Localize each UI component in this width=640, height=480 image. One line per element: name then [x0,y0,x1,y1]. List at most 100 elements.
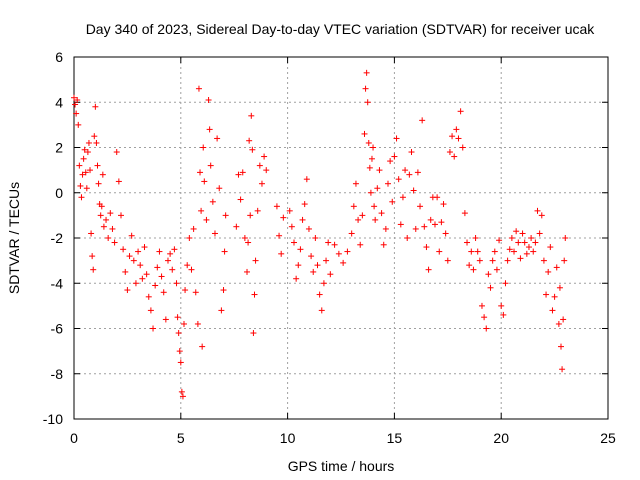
data-point-marker [466,262,473,269]
data-point-marker [491,248,498,255]
data-point-marker [167,250,174,257]
data-point-marker [199,343,206,350]
data-point-marker [72,101,79,108]
y-tick-label: 2 [55,140,63,156]
data-point-marker [207,162,214,169]
data-point-marker [361,130,368,137]
data-point-marker [335,250,342,257]
data-point-marker [442,230,449,237]
data-point-marker [156,248,163,255]
data-point-marker [206,126,213,133]
data-point-marker [382,225,389,232]
data-point-marker [176,348,183,355]
data-point-marker [188,266,195,273]
data-point-marker [173,280,180,287]
data-point-marker [368,155,375,162]
data-point-marker [464,239,471,246]
data-point-marker [299,216,306,223]
data-point-marker [483,325,490,332]
data-point-marker [76,162,83,169]
data-points [71,69,569,400]
data-point-marker [111,239,118,246]
data-point-marker [132,280,139,287]
data-point-marker [485,271,492,278]
data-point-marker [410,187,417,194]
data-point-marker [75,121,82,128]
data-point-marker [91,133,98,140]
data-point-marker [560,316,567,323]
data-point-marker [147,307,154,314]
data-point-marker [74,96,81,103]
data-point-marker [513,228,520,235]
data-point-marker [371,203,378,210]
data-point-marker [186,235,193,241]
data-point-marker [87,167,94,174]
x-axis-ticks: 0 5 10 15 20 25 [70,57,616,446]
data-point-marker [195,85,202,92]
y-tick-label: -2 [51,230,64,246]
data-point-marker [162,316,169,323]
data-point-marker [559,366,566,373]
data-point-marker [249,146,256,153]
data-point-marker [440,201,447,208]
x-tick-label: 20 [493,430,509,446]
data-point-marker [540,257,547,264]
data-point-marker [312,235,319,241]
data-point-marker [412,225,419,232]
data-point-marker [158,273,165,280]
data-point-marker [521,239,528,246]
data-point-marker [459,144,466,151]
data-point-marker [327,271,334,278]
data-point-marker [496,237,503,244]
data-point-marker [310,268,317,275]
data-point-marker [198,207,205,214]
data-point-marker [79,171,86,178]
data-point-marker [314,262,321,269]
data-point-marker [178,388,185,395]
data-point-marker [239,169,246,176]
data-point-marker [545,268,552,275]
grid-lines [74,57,608,419]
data-point-marker [455,135,462,142]
data-point-marker [117,212,124,219]
x-tick-label: 5 [177,430,185,446]
data-point-marker [139,275,146,282]
data-point-marker [295,262,302,269]
data-point-marker [200,144,207,151]
data-point-marker [323,257,330,264]
data-point-marker [363,69,370,76]
data-point-marker [517,255,524,262]
data-point-marker [305,225,312,232]
data-point-marker [487,284,494,291]
data-point-marker [247,212,254,219]
data-point-marker [130,257,137,264]
data-point-marker [417,203,424,210]
data-point-marker [308,253,315,260]
data-point-marker [174,314,181,321]
data-point-marker [378,210,385,217]
data-point-marker [414,169,421,176]
data-point-marker [340,259,347,266]
x-tick-label: 15 [387,430,403,446]
data-point-marker [468,248,475,255]
data-point-marker [498,302,505,309]
data-point-marker [154,264,161,271]
data-point-marker [99,171,106,178]
data-point-marker [406,171,413,178]
data-point-marker [511,248,518,255]
x-tick-label: 10 [280,430,296,446]
data-point-marker [145,293,152,300]
data-point-marker [214,135,221,142]
data-point-marker [93,139,100,146]
data-point-marker [530,248,537,255]
data-point-marker [109,225,116,232]
data-point-marker [446,149,453,156]
data-point-marker [389,198,396,205]
data-point-marker [218,307,225,314]
data-point-marker [115,178,122,185]
data-point-marker [273,203,280,210]
data-point-marker [318,307,325,314]
data-point-marker [528,235,535,241]
data-point-marker [205,96,212,103]
y-tick-label: 4 [55,94,63,110]
